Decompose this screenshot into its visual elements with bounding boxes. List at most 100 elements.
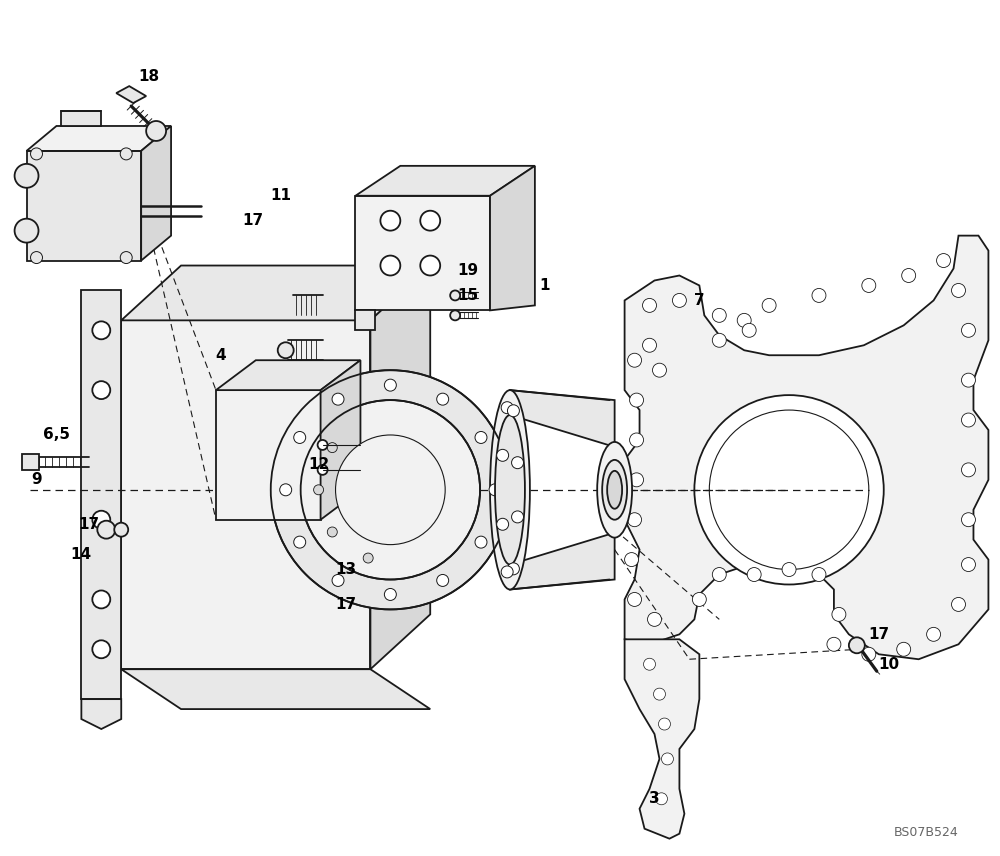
Circle shape: [643, 338, 656, 353]
Ellipse shape: [602, 460, 627, 520]
Circle shape: [812, 288, 826, 302]
Circle shape: [314, 484, 324, 495]
Circle shape: [628, 592, 642, 606]
Polygon shape: [355, 166, 535, 196]
Circle shape: [507, 405, 519, 417]
Text: 6,5: 6,5: [43, 427, 70, 443]
Circle shape: [92, 591, 110, 609]
Circle shape: [961, 463, 975, 477]
Circle shape: [384, 588, 396, 600]
Circle shape: [862, 278, 876, 293]
Circle shape: [380, 256, 400, 276]
Circle shape: [782, 562, 796, 577]
Circle shape: [332, 393, 344, 405]
Text: 18: 18: [139, 68, 160, 84]
Polygon shape: [81, 699, 121, 729]
Circle shape: [318, 440, 328, 450]
Circle shape: [92, 321, 110, 339]
Text: 3: 3: [649, 791, 660, 806]
Text: 19: 19: [458, 263, 479, 278]
Circle shape: [420, 211, 440, 230]
Ellipse shape: [597, 442, 632, 538]
Circle shape: [437, 393, 449, 405]
Circle shape: [31, 148, 42, 160]
Polygon shape: [321, 360, 360, 520]
Circle shape: [643, 299, 656, 312]
Circle shape: [654, 688, 665, 700]
Circle shape: [655, 793, 667, 805]
Text: 12: 12: [308, 457, 329, 473]
Polygon shape: [141, 126, 171, 260]
Polygon shape: [510, 532, 615, 590]
Text: 13: 13: [335, 562, 356, 577]
Circle shape: [501, 401, 513, 413]
Circle shape: [902, 269, 916, 282]
Text: 9: 9: [31, 473, 42, 487]
Polygon shape: [22, 454, 39, 470]
Circle shape: [92, 640, 110, 658]
Circle shape: [512, 457, 524, 469]
Circle shape: [737, 313, 751, 327]
Circle shape: [644, 658, 655, 670]
Circle shape: [489, 484, 501, 496]
Circle shape: [507, 563, 519, 575]
Text: 10: 10: [878, 657, 899, 672]
Polygon shape: [625, 639, 699, 839]
Circle shape: [497, 518, 509, 530]
Circle shape: [927, 627, 941, 641]
Circle shape: [628, 354, 642, 367]
Circle shape: [897, 642, 911, 657]
Polygon shape: [116, 86, 146, 103]
Circle shape: [294, 536, 306, 548]
Circle shape: [280, 484, 292, 496]
Circle shape: [294, 431, 306, 443]
Ellipse shape: [490, 390, 530, 590]
Circle shape: [827, 638, 841, 651]
Polygon shape: [121, 320, 370, 669]
Polygon shape: [121, 669, 430, 709]
Circle shape: [497, 449, 509, 461]
Text: 1: 1: [540, 278, 550, 293]
Text: 17: 17: [79, 517, 100, 532]
Circle shape: [15, 218, 39, 242]
Text: 15: 15: [458, 288, 479, 303]
Circle shape: [450, 290, 460, 300]
Circle shape: [961, 373, 975, 387]
Circle shape: [92, 381, 110, 399]
Polygon shape: [27, 126, 171, 151]
Polygon shape: [61, 111, 101, 126]
Circle shape: [628, 513, 642, 526]
Circle shape: [694, 395, 884, 585]
Circle shape: [278, 342, 294, 358]
Circle shape: [812, 568, 826, 581]
Polygon shape: [271, 370, 510, 609]
Text: 17: 17: [242, 213, 263, 229]
Circle shape: [384, 379, 396, 391]
Polygon shape: [510, 390, 615, 447]
Circle shape: [961, 324, 975, 337]
Polygon shape: [27, 151, 141, 260]
Circle shape: [762, 299, 776, 312]
Circle shape: [318, 465, 328, 475]
Circle shape: [849, 638, 865, 653]
Polygon shape: [216, 390, 321, 520]
Circle shape: [92, 511, 110, 529]
Circle shape: [301, 400, 480, 580]
Circle shape: [420, 256, 440, 276]
Polygon shape: [121, 265, 430, 320]
Circle shape: [712, 308, 726, 323]
Circle shape: [937, 253, 951, 268]
Circle shape: [672, 294, 686, 307]
Circle shape: [450, 311, 460, 320]
Polygon shape: [355, 311, 375, 330]
Polygon shape: [216, 360, 360, 390]
Ellipse shape: [495, 415, 525, 565]
Circle shape: [630, 473, 644, 487]
Circle shape: [332, 574, 344, 586]
Circle shape: [661, 753, 673, 765]
Circle shape: [327, 443, 337, 453]
Circle shape: [380, 211, 400, 230]
Polygon shape: [625, 235, 988, 659]
Circle shape: [630, 393, 644, 407]
Circle shape: [625, 553, 639, 567]
